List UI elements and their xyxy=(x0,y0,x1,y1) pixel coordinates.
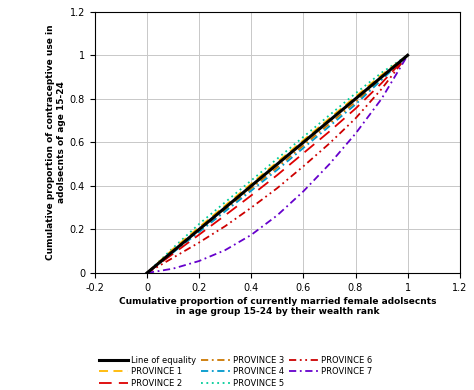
X-axis label: Cumulative proportion of currently married female adolsecnts
in age group 15-24 : Cumulative proportion of currently marri… xyxy=(118,297,436,316)
Y-axis label: Cumulative proportion of contraceptive use in
adolsecnts of age 15-24: Cumulative proportion of contraceptive u… xyxy=(46,25,65,260)
Legend: Line of equality, PROVINCE 1, PROVINCE 2, PROVINCE 3, PROVINCE 4, PROVINCE 5, PR: Line of equality, PROVINCE 1, PROVINCE 2… xyxy=(99,356,373,388)
